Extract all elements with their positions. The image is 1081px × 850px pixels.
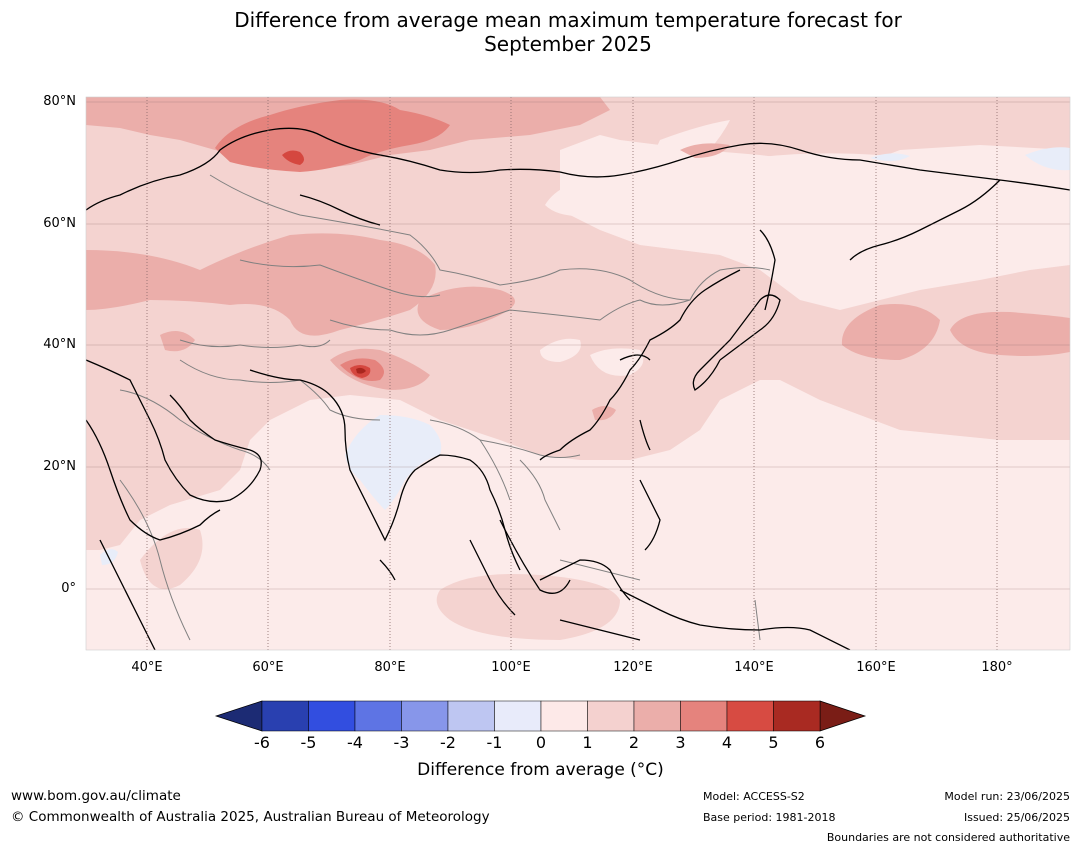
colorbar-tick-label: 1 bbox=[582, 733, 593, 752]
anomaly-region-warm-mongolia bbox=[417, 286, 515, 330]
lat-label-20n: 20°N bbox=[43, 459, 76, 474]
lon-label-180: 180° bbox=[981, 660, 1013, 675]
title-line-2: September 2025 bbox=[484, 32, 652, 56]
colorbar-segment bbox=[447, 700, 495, 732]
colorbar-segment bbox=[680, 700, 728, 732]
lat-label-0: 0° bbox=[61, 581, 76, 596]
anomaly-region-near-average-china bbox=[590, 348, 644, 376]
anomaly-region-slight-cool-arctic-east bbox=[1025, 147, 1070, 171]
colorbar-extend-high bbox=[819, 700, 867, 732]
anomaly-region-warm-siberia bbox=[680, 143, 730, 158]
lat-label-60n: 60°N bbox=[43, 216, 76, 231]
anomaly-region-hot-arctic bbox=[282, 150, 304, 165]
lat-label-80n: 80°N bbox=[43, 94, 76, 109]
anomaly-region-very-hot-himalaya bbox=[356, 367, 366, 374]
country-borders bbox=[119, 174, 771, 641]
colorbar-segment bbox=[773, 700, 821, 732]
lon-label-120e: 120°E bbox=[613, 660, 653, 675]
footer-website[interactable]: www.bom.gov.au/climate bbox=[11, 788, 181, 804]
anomaly-region-warm-china-spot bbox=[592, 406, 616, 421]
anomaly-region-near-average-siberia bbox=[545, 120, 730, 217]
colorbar-tick-label: -6 bbox=[254, 733, 270, 752]
anomaly-region-warm-pacific-west bbox=[841, 304, 940, 360]
colorbar-extend-low bbox=[214, 700, 263, 732]
colorbar-segment bbox=[354, 700, 402, 732]
map-gridlines bbox=[86, 97, 1070, 650]
footer-model: Model: ACCESS-S2 bbox=[703, 790, 805, 803]
lon-label-100e: 100°E bbox=[491, 660, 531, 675]
chart-title: Difference from average mean maximum tem… bbox=[0, 8, 1081, 56]
colorbar-segment bbox=[494, 700, 542, 732]
colorbar-tick-label: 0 bbox=[535, 733, 547, 752]
footer-base-period: Base period: 1981-2018 bbox=[703, 811, 836, 824]
lon-label-160e: 160°E bbox=[856, 660, 896, 675]
anomaly-region-warm-caucasus bbox=[160, 331, 195, 352]
anomaly-region-near-average-tibet bbox=[540, 338, 581, 362]
colorbar-tick-label: -2 bbox=[440, 733, 456, 752]
colorbar-segment bbox=[261, 700, 309, 732]
colorbar-label: Difference from average (°C) bbox=[417, 760, 664, 780]
footer-issued: Issued: 25/06/2025 bbox=[963, 811, 1070, 824]
colorbar-tick-label: 4 bbox=[721, 733, 733, 752]
anomaly-region-warmer-arctic bbox=[215, 99, 450, 172]
colorbar-tick-label: 3 bbox=[675, 733, 686, 752]
footer-copyright: © Commonwealth of Australia 2025, Austra… bbox=[11, 809, 490, 825]
anomaly-region-slight-warm-africa bbox=[140, 528, 203, 590]
lon-label-60e: 60°E bbox=[252, 660, 284, 675]
footer-model-run: Model run: 23/06/2025 bbox=[944, 790, 1070, 803]
colorbar-segment bbox=[540, 700, 588, 732]
footer-disclaimer: Boundaries are not considered authoritat… bbox=[826, 831, 1070, 844]
colorbar-tick-label: 6 bbox=[814, 733, 826, 752]
anomaly-region-warm-pacific-east bbox=[950, 311, 1070, 356]
forecast-map bbox=[85, 96, 1071, 651]
lat-label-40n: 40°N bbox=[43, 337, 76, 352]
anomaly-region-slight-warm-north bbox=[86, 97, 1070, 550]
colorbar-tick-label: -3 bbox=[393, 733, 410, 752]
colorbar-tick-label: -5 bbox=[300, 733, 317, 752]
colorbar-tick-label: -4 bbox=[347, 733, 363, 752]
colorbar-segment bbox=[401, 700, 449, 732]
lon-label-80e: 80°E bbox=[374, 660, 406, 675]
anomaly-region-near-average-east bbox=[735, 153, 1070, 270]
colorbar-tick-label: -1 bbox=[486, 733, 503, 752]
colorbar-tick-label: 5 bbox=[768, 733, 779, 752]
colorbar-segment bbox=[587, 700, 635, 732]
colorbar-segment bbox=[308, 700, 356, 732]
anomaly-region-slight-cool-india bbox=[345, 415, 442, 510]
colorbar-tick-label: 2 bbox=[628, 733, 640, 752]
title-line-1: Difference from average mean maximum tem… bbox=[234, 8, 902, 32]
coastlines bbox=[86, 127, 1070, 650]
lon-label-40e: 40°E bbox=[131, 660, 163, 675]
colorbar-segment bbox=[633, 700, 681, 732]
anomaly-region-slight-cool-arctic-mid bbox=[870, 153, 910, 162]
lon-label-140e: 140°E bbox=[734, 660, 774, 675]
colorbar-segment bbox=[726, 700, 774, 732]
anomaly-region-warm-central-asia bbox=[86, 233, 436, 336]
